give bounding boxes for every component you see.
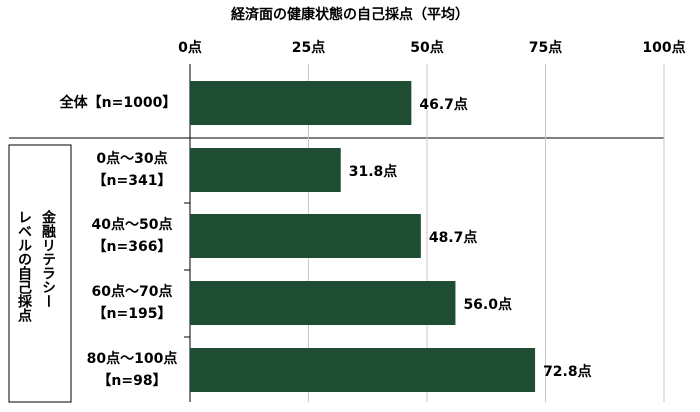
bar: [190, 281, 456, 325]
bar: [190, 81, 412, 125]
group-label: 金融リテラシー: [40, 209, 57, 308]
x-tick-label: 50点: [410, 39, 443, 56]
y-tick-label: 80点～100点: [87, 350, 178, 367]
value-label: 56.0点: [463, 296, 512, 313]
group-bracket: [8, 144, 72, 403]
y-tick-label: 【n=195】: [93, 306, 172, 322]
x-tick-label: 25点: [292, 39, 325, 56]
value-label: 31.8点: [349, 163, 398, 180]
y-tick-label: 【n=366】: [93, 239, 172, 255]
y-tick-label: 【n=98】: [97, 373, 166, 389]
value-label: 48.7点: [429, 229, 478, 246]
x-tick-label: 100点: [642, 39, 685, 56]
y-tick-label: 0点～30点: [96, 150, 167, 167]
y-tick-label: 60点～70点: [92, 283, 173, 300]
bar: [190, 214, 421, 258]
bar: [190, 348, 536, 392]
bar: [190, 148, 341, 192]
value-label: 72.8点: [543, 363, 592, 380]
y-tick-label: 【n=341】: [93, 173, 172, 189]
value-label: 46.7点: [419, 96, 468, 113]
x-tick-label: 0点: [178, 39, 202, 56]
chart-title: 経済面の健康状態の自己採点（平均）: [231, 6, 469, 23]
x-tick-label: 75点: [529, 39, 562, 56]
y-tick-label: 40点～50点: [92, 216, 173, 233]
group-label: レベルの自己採点: [16, 210, 32, 323]
y-tick-label: 全体【n=1000】: [59, 94, 177, 111]
